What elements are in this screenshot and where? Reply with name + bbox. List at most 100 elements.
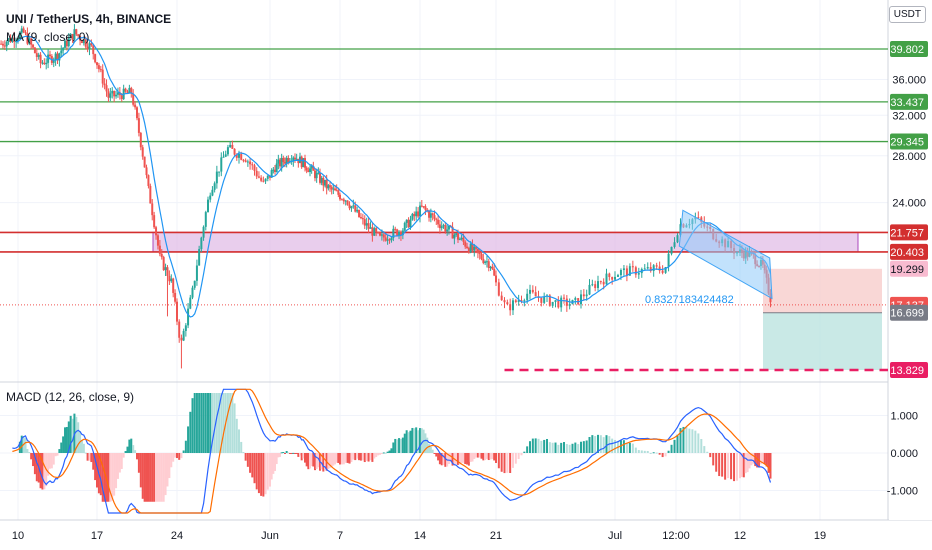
candle-up-body [327, 185, 330, 189]
macd-histogram-bar [457, 453, 459, 465]
candle-up-body [198, 249, 201, 266]
macd-histogram-bar [200, 393, 203, 453]
candle-up-body [67, 38, 70, 47]
macd-histogram-bar [568, 444, 571, 453]
macd-histogram-bar [222, 393, 225, 453]
candle-down-body [149, 185, 152, 204]
candle-down-body [304, 158, 306, 168]
candle-up-body [453, 234, 456, 239]
candle-up-body [324, 179, 326, 186]
macd-histogram-bar [429, 446, 432, 453]
macd-histogram-bar [526, 446, 529, 453]
candle-down-body [113, 90, 116, 97]
candle-down-body [80, 40, 83, 44]
candle-down-body [534, 292, 537, 297]
candle-down-body [557, 300, 560, 308]
macd-histogram-bar [585, 440, 588, 453]
macd-histogram-bar [503, 453, 506, 474]
price-tick-label: 28.000 [892, 151, 926, 163]
candle-up-body [411, 213, 414, 220]
candle-down-body [346, 200, 349, 205]
macd-histogram-bar [700, 439, 703, 453]
macd-histogram-bar [266, 453, 269, 490]
macd-histogram-bar [415, 427, 418, 453]
candle-down-body [433, 215, 436, 219]
macd-histogram-bar [249, 453, 252, 473]
candle-down-body [358, 209, 361, 218]
macd-histogram-bar [356, 453, 359, 459]
candle-down-body [26, 33, 29, 44]
currency-button[interactable]: USDT [888, 6, 926, 23]
candle-down-body [282, 158, 285, 163]
stop-price-tag-bg [890, 362, 928, 378]
macd-histogram-bar [543, 439, 546, 453]
candle-up-body [356, 209, 359, 212]
macd-legend: MACD (12, 26, close, 9) [6, 390, 135, 404]
candle-up-body [309, 168, 311, 173]
candle-down-body [174, 292, 177, 302]
time-tick-label: 14 [414, 530, 426, 542]
candle-up-body [673, 242, 676, 247]
macd-histogram-bar [433, 453, 436, 454]
candle-down-body [162, 257, 165, 271]
macd-histogram-bar [280, 452, 283, 454]
candle-down-body [371, 227, 374, 236]
time-tick-label: 17 [91, 530, 103, 542]
candle-down-body [156, 235, 159, 246]
candle-down-body [497, 282, 500, 296]
candle-down-body [172, 278, 175, 293]
candle-up-body [109, 93, 112, 98]
candle-down-body [493, 268, 496, 276]
macd-histogram-bar [637, 450, 640, 453]
macd-histogram-bar [529, 441, 531, 453]
candle-up-body [7, 38, 10, 42]
candle-down-body [413, 213, 416, 217]
candle-down-body [563, 297, 565, 299]
macd-histogram-bar [279, 453, 281, 457]
candle-up-body [45, 62, 48, 65]
macd-histogram-bar [614, 439, 616, 453]
macd-histogram-bar [299, 453, 301, 456]
candle-down-body [118, 92, 121, 96]
macd-histogram-bar [215, 393, 218, 453]
macd-histogram-bar [480, 453, 483, 459]
price-tick-label: 24.000 [892, 198, 926, 210]
macd-histogram-bar [20, 435, 23, 453]
candle-down-body [361, 218, 364, 220]
macd-histogram-bar [571, 443, 574, 453]
macd-histogram-bar [60, 442, 63, 453]
candle-up-body [211, 189, 214, 196]
macd-histogram-bar [41, 453, 44, 490]
candle-up-body [189, 297, 192, 309]
candle-down-body [480, 254, 483, 259]
signal-line [12, 388, 772, 514]
candle-down-body [407, 219, 410, 228]
macd-histogram-bar [444, 453, 447, 467]
macd-histogram-bar [691, 429, 694, 453]
macd-histogram-bar [591, 435, 594, 453]
macd-histogram-bar [534, 438, 537, 453]
macd-histogram-bar [242, 452, 245, 454]
macd-histogram-bar [342, 453, 345, 465]
macd-histogram-bar [145, 453, 148, 502]
macd-histogram-bar [120, 453, 123, 469]
macd-histogram-bar [582, 441, 585, 453]
macd-histogram-bar [688, 428, 691, 453]
macd-histogram-bar [24, 438, 27, 453]
candle-down-body [394, 228, 397, 230]
macd-histogram-bar [317, 453, 320, 468]
macd-histogram-bar [557, 444, 560, 453]
macd-histogram-bar [466, 453, 469, 465]
macd-histogram-bar [130, 438, 133, 453]
candle-up-body [512, 300, 514, 311]
candle-up-body [442, 225, 445, 227]
candle-up-body [622, 268, 625, 271]
candle-down-body [475, 246, 478, 249]
candle-down-body [1, 43, 4, 46]
macd-histogram-bar [520, 453, 523, 456]
price-tag-20.403-bg [890, 243, 928, 260]
macd-histogram-bar [67, 421, 70, 453]
macd-histogram-bar [375, 453, 378, 458]
candle-down-body [107, 91, 110, 98]
